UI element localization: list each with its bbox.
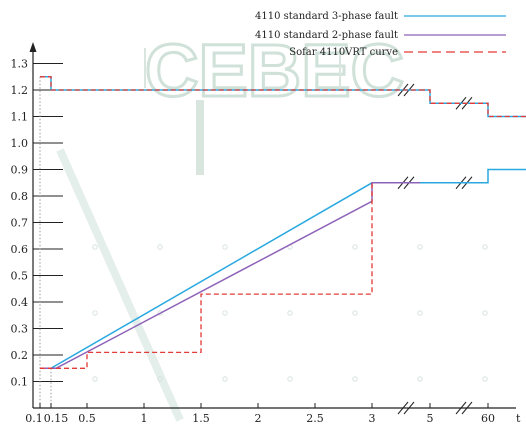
x-tick-label: 60	[481, 412, 495, 425]
watermark-dot	[417, 310, 423, 316]
y-axis-arrow	[29, 42, 37, 52]
y-tick-label: 0.7	[11, 217, 29, 230]
series-line-0	[470, 102, 526, 118]
x-axis-end-label: t	[516, 412, 521, 425]
y-tick-label: 0.5	[11, 270, 29, 283]
series-line-2	[40, 182, 373, 369]
watermark-dot	[222, 244, 228, 250]
break-slash	[397, 401, 409, 415]
legend-label-1: 4110 standard 2-phase fault	[255, 30, 398, 41]
series-layer	[40, 76, 526, 370]
y-tick-label: 0.1	[11, 376, 29, 389]
watermark-dot	[352, 376, 358, 382]
x-tick-label: 2.5	[306, 412, 324, 425]
watermark-dot	[92, 244, 98, 250]
watermark-dot	[222, 376, 228, 382]
watermark-dot	[157, 244, 163, 250]
watermark-text: CEBEC	[145, 29, 404, 112]
series-line-2	[40, 76, 420, 91]
watermark-dot	[482, 310, 488, 316]
y-tick-label: 0.3	[11, 323, 29, 336]
y-tick-label: 1.2	[11, 84, 29, 97]
watermark-dot	[287, 310, 293, 316]
y-tick-label: 0.2	[11, 349, 29, 362]
x-tick-label: 0.15	[44, 412, 69, 425]
series-line-2	[420, 89, 470, 104]
x-tick-label: 0.5	[78, 412, 96, 425]
x-tick-label: 1	[141, 412, 148, 425]
watermark-dot	[417, 376, 423, 382]
y-tick-label: 0.6	[11, 243, 29, 256]
x-tick-label: 2	[255, 412, 262, 425]
break-slash	[403, 401, 415, 415]
y-tick-label: 0.8	[11, 190, 29, 203]
y-tick-label: 0.9	[11, 164, 29, 177]
watermark-dot	[92, 376, 98, 382]
x-tick-label: 3	[369, 412, 376, 425]
legend: 4110 standard 3-phase fault 4110 standard…	[255, 11, 506, 58]
watermark-dot	[482, 244, 488, 250]
break-slash	[461, 401, 473, 415]
watermark-diagonal	[56, 148, 184, 422]
y-tick-label: 1.1	[11, 111, 29, 124]
series-line-0	[470, 168, 526, 184]
axis-breaks	[397, 83, 473, 415]
watermark-dot	[482, 376, 488, 382]
series-line-1	[40, 182, 420, 370]
x-tick-label: 1.5	[192, 412, 210, 425]
y-tick-label: 1.0	[11, 137, 29, 150]
break-slash	[455, 401, 467, 415]
chart-axes: 0.1 0.2 0.3 0.4 0.5 0.6 0.7 0.8 0.9 1.0 1.1 1.2 1.3 0…	[11, 42, 521, 425]
watermark-dot	[287, 376, 293, 382]
watermark-dot	[352, 310, 358, 316]
x-tick-label: 0.1	[25, 412, 43, 425]
watermark-dot	[92, 310, 98, 316]
series-line-2	[470, 102, 526, 118]
y-tick-label: 1.3	[11, 58, 29, 71]
legend-label-2: Sofar 4110VRT curve	[289, 47, 398, 58]
x-tick-label: 5	[427, 412, 434, 425]
legend-label-0: 4110 standard 3-phase fault	[255, 11, 398, 22]
watermark-dot	[417, 244, 423, 250]
watermark: CEBEC	[56, 28, 488, 422]
watermark-dot	[352, 244, 358, 250]
y-tick-label: 0.4	[11, 296, 29, 309]
watermark-dot	[157, 376, 163, 382]
watermark-dot	[222, 310, 228, 316]
